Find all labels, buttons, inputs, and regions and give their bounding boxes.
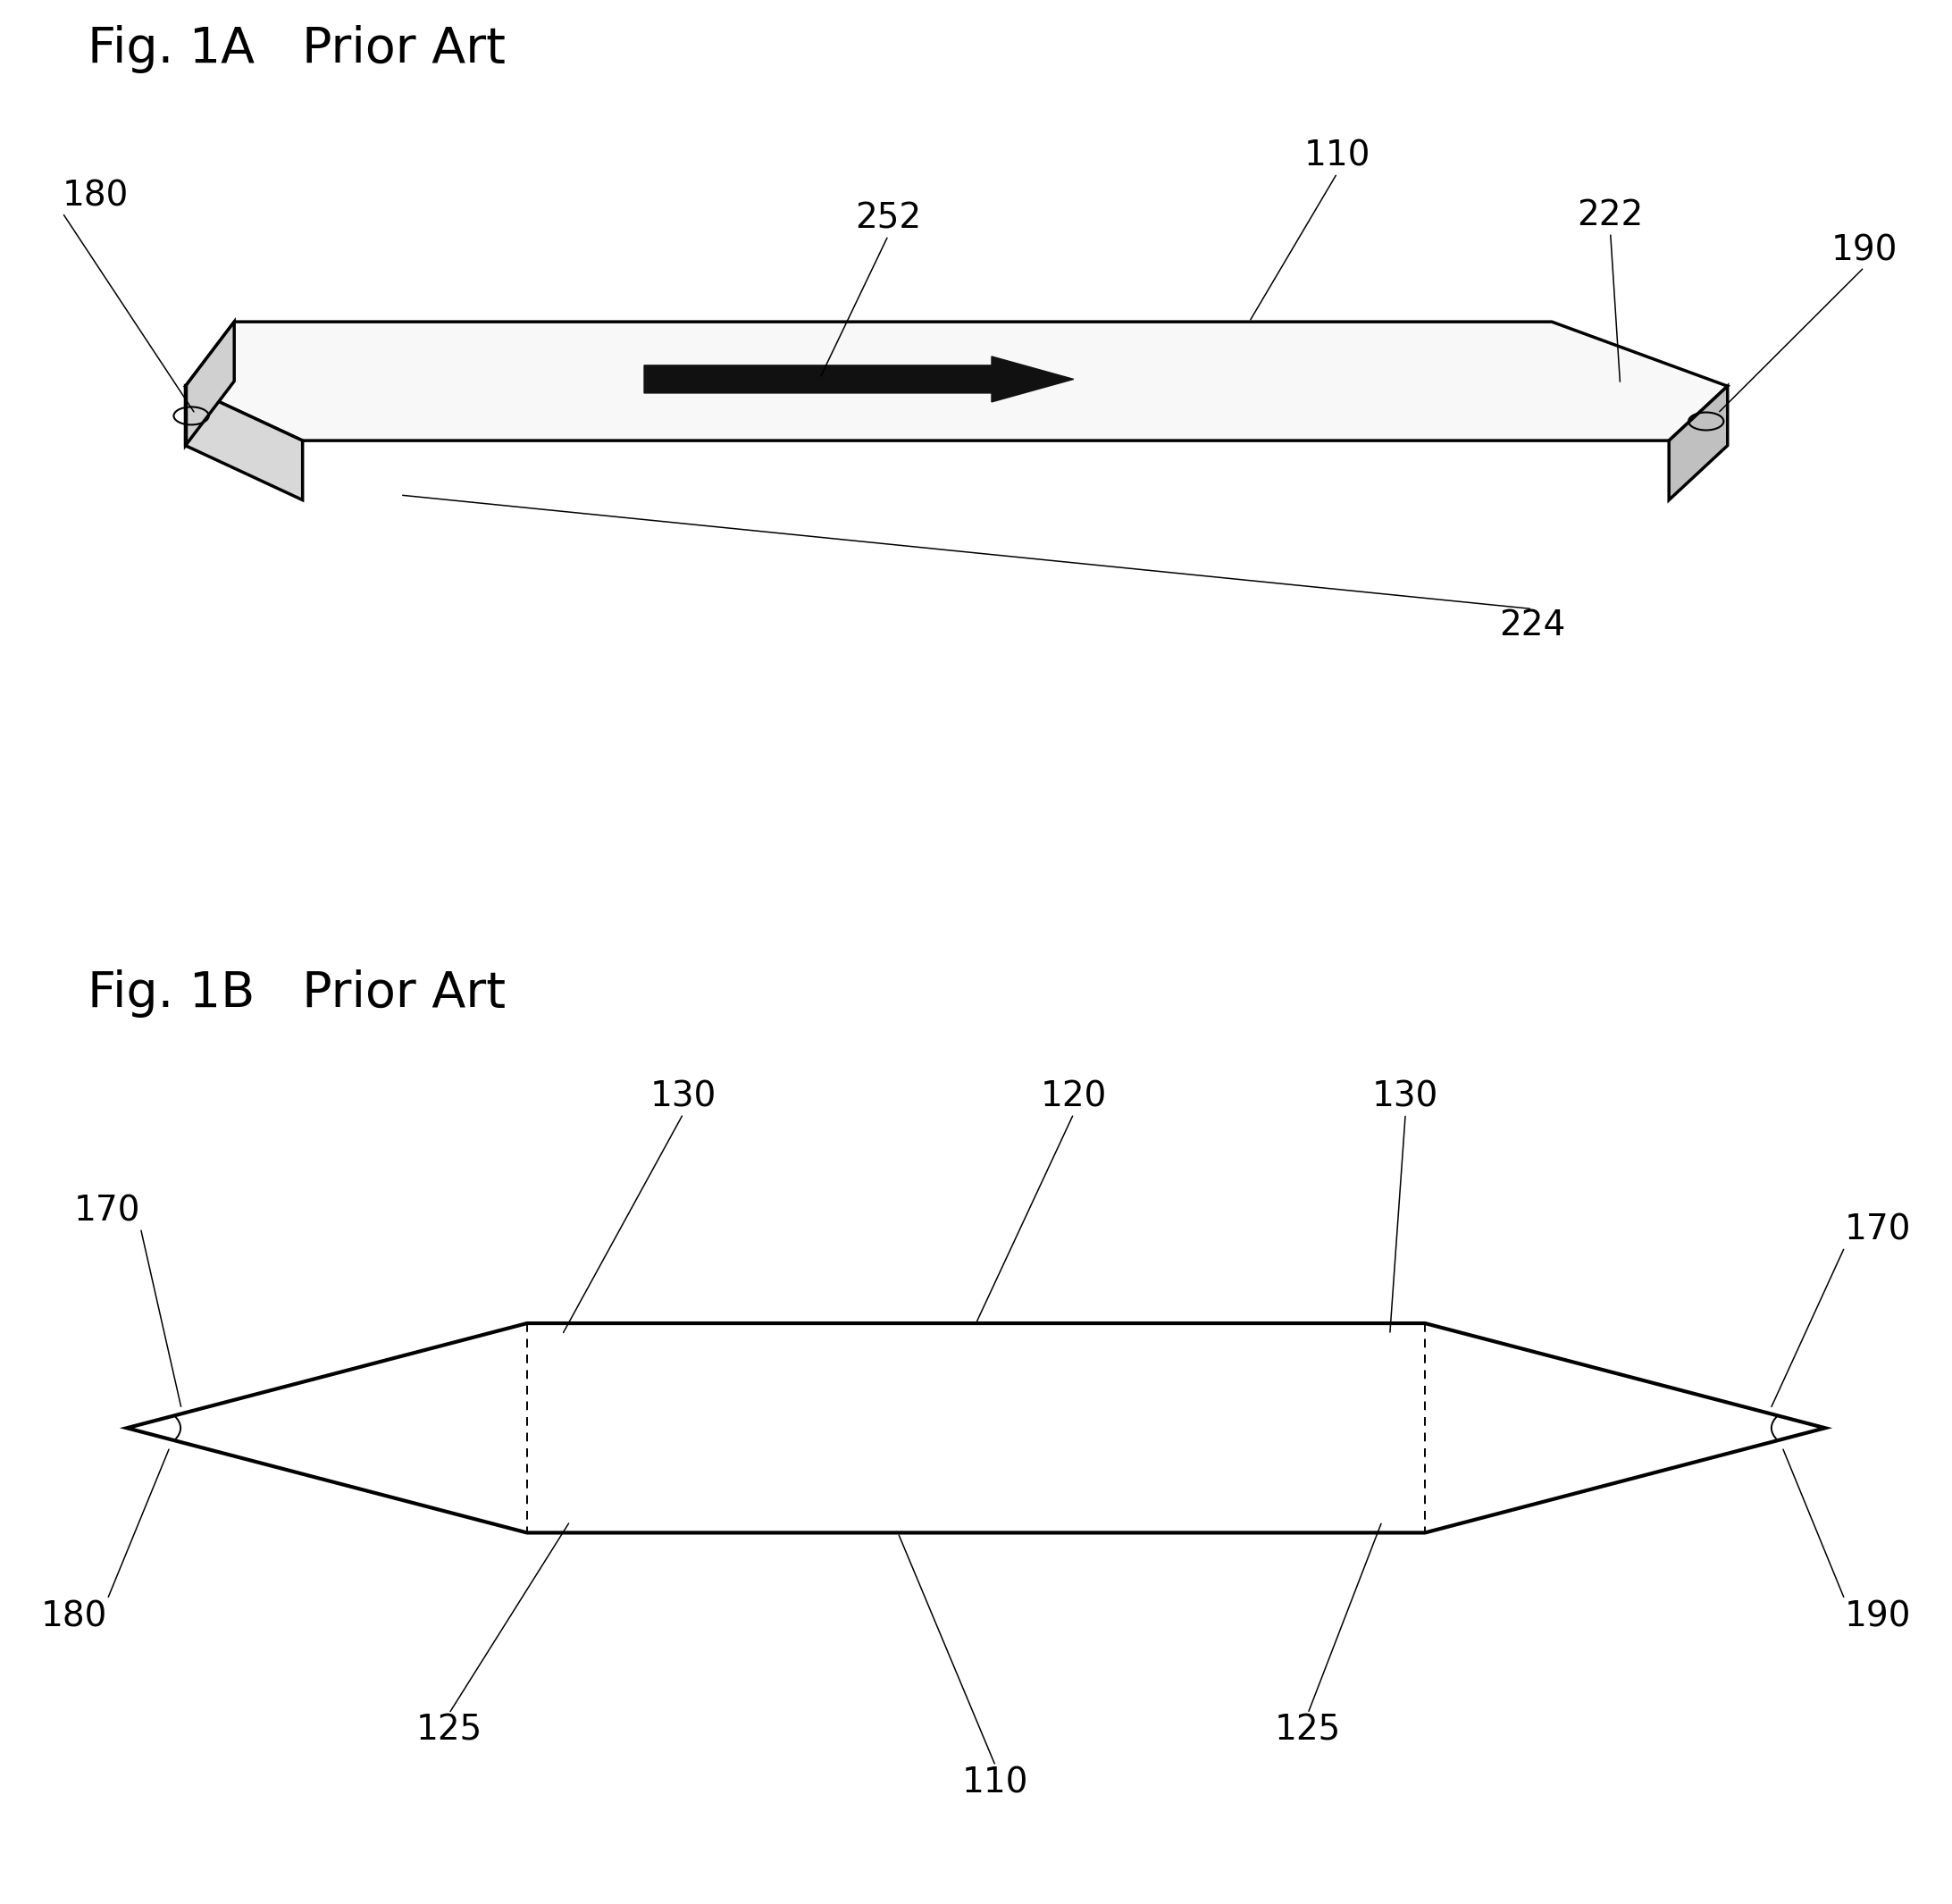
- Text: 125: 125: [1275, 1714, 1341, 1748]
- Text: 180: 180: [62, 179, 129, 213]
- Text: 170: 170: [74, 1194, 141, 1228]
- Text: 224: 224: [1499, 609, 1566, 644]
- Polygon shape: [185, 322, 234, 446]
- Text: 125: 125: [416, 1714, 482, 1748]
- Text: 120: 120: [1040, 1080, 1107, 1114]
- Text: 130: 130: [1372, 1080, 1439, 1114]
- Text: 252: 252: [855, 202, 921, 236]
- Text: Fig. 1A   Prior Art: Fig. 1A Prior Art: [88, 25, 506, 72]
- Text: 110: 110: [1304, 139, 1370, 173]
- Polygon shape: [1669, 387, 1728, 501]
- Text: 170: 170: [1845, 1213, 1911, 1247]
- FancyArrow shape: [644, 356, 1074, 402]
- Text: 190: 190: [1831, 234, 1897, 267]
- Text: 130: 130: [650, 1080, 716, 1114]
- Text: 222: 222: [1577, 198, 1644, 232]
- Text: Fig. 1B   Prior Art: Fig. 1B Prior Art: [88, 969, 506, 1017]
- Text: 190: 190: [1845, 1599, 1911, 1634]
- Polygon shape: [185, 387, 303, 501]
- Text: 110: 110: [962, 1767, 1029, 1799]
- Polygon shape: [185, 322, 1728, 440]
- Text: 180: 180: [41, 1599, 107, 1634]
